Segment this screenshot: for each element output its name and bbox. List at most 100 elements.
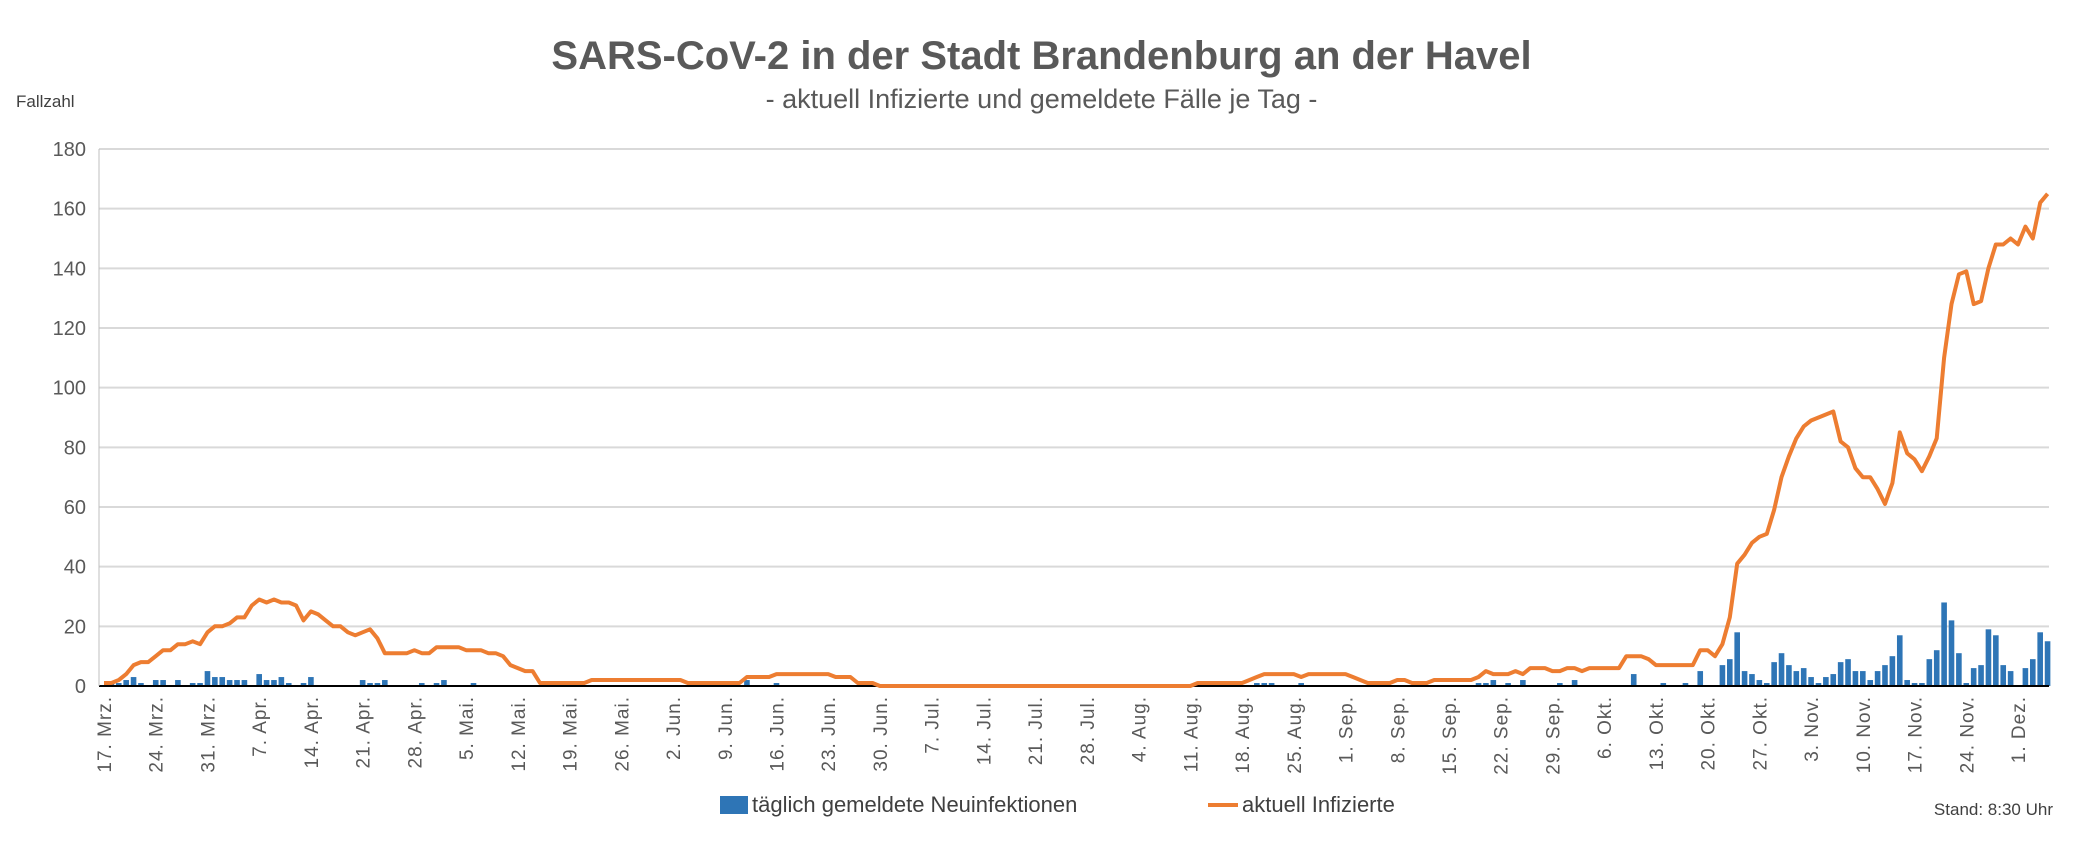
- x-tick-label: 28. Apr.: [405, 696, 426, 768]
- bar: [1734, 632, 1740, 686]
- bar: [1682, 683, 1689, 686]
- bar: [1815, 683, 1822, 686]
- legend-item-neuinfektionen: täglich gemeldete Neuinfektionen: [720, 792, 1077, 818]
- bar: [271, 680, 277, 686]
- y-tick-label: 180: [53, 139, 86, 161]
- bar: [1874, 671, 1881, 686]
- bar: [2007, 671, 2014, 686]
- bar: [359, 680, 366, 686]
- bar: [1630, 674, 1637, 686]
- bar: [1860, 671, 1866, 686]
- bar: [1778, 653, 1785, 686]
- bar: [300, 683, 307, 686]
- bar: [744, 680, 750, 686]
- y-tick-label: 0: [75, 676, 86, 698]
- y-tick-label: 80: [64, 437, 86, 459]
- y-tick-label: 120: [53, 318, 86, 340]
- stand-timestamp: Stand: 8:30 Uhr: [1933, 800, 2053, 819]
- x-tick-label: 7. Apr.: [250, 696, 271, 757]
- bar: [1505, 683, 1511, 686]
- bar: [1571, 680, 1578, 686]
- x-tick-label: 17. Mrz.: [95, 696, 116, 773]
- bar: [1889, 656, 1896, 686]
- bar: [2029, 659, 2036, 686]
- legend-item-infizierte: aktuell Infizierte: [1208, 792, 1395, 818]
- bar: [256, 674, 262, 686]
- x-tick-label: 17. Nov.: [1906, 696, 1927, 773]
- y-tick-label: 40: [64, 557, 86, 579]
- legend-label: aktuell Infizierte: [1242, 792, 1395, 817]
- chart-subtitle: - aktuell Infizierte und gemeldete Fälle…: [765, 84, 1318, 114]
- bar: [1956, 653, 1962, 686]
- bar: [1882, 665, 1888, 686]
- bar: [418, 683, 425, 686]
- bar: [1911, 683, 1918, 686]
- bar: [1808, 677, 1814, 686]
- x-tick-label: 18. Aug.: [1233, 696, 1254, 774]
- bar: [1941, 602, 1947, 686]
- bar: [1490, 680, 1497, 686]
- x-tick-label: 30. Jun.: [871, 696, 892, 772]
- bar: [1933, 650, 1940, 686]
- bar: [1845, 659, 1851, 686]
- bar: [1719, 665, 1726, 686]
- x-tick-label: 5. Mai.: [457, 696, 478, 760]
- x-tick-labels: 17. Mrz. 24. Mrz. 31. Mrz. 7. Apr. 14. Apr. 2…: [95, 696, 2030, 775]
- bar: [189, 683, 196, 686]
- bar: [1771, 662, 1777, 686]
- x-tick-label: 28. Jul.: [1078, 696, 1099, 765]
- y-tick-label: 20: [64, 616, 86, 638]
- bar: [1697, 671, 1704, 686]
- bar: [441, 680, 447, 686]
- x-tick-label: 9. Jun.: [716, 696, 737, 760]
- x-tick-label: 21. Jul.: [1026, 696, 1047, 765]
- x-tick-label: 2. Jun.: [664, 696, 685, 760]
- bar: [123, 680, 129, 686]
- bar: [1867, 680, 1874, 686]
- bar: [152, 680, 159, 686]
- bar: [130, 677, 137, 686]
- x-tick-label: 29. Sep.: [1543, 696, 1564, 775]
- x-tick-label: 7. Jul.: [923, 696, 944, 754]
- y-tick-label: 160: [53, 199, 86, 221]
- bar: [1993, 635, 1999, 686]
- x-tick-label: 27. Okt.: [1750, 696, 1771, 771]
- bar: [1741, 671, 1748, 686]
- bar: [1756, 680, 1763, 686]
- x-tick-label: 10. Nov.: [1854, 696, 1875, 773]
- bar: [204, 671, 211, 686]
- bar: [1830, 674, 1837, 686]
- legend-label: täglich gemeldete Neuinfektionen: [752, 792, 1078, 817]
- chart-title: SARS-CoV-2 in der Stadt Brandenburg an d…: [551, 34, 1532, 78]
- bar: [382, 680, 388, 686]
- y-tick-label: 100: [53, 378, 86, 400]
- bar: [1926, 659, 1933, 686]
- x-tick-label: 21. Apr.: [354, 696, 375, 768]
- bar: [1763, 683, 1770, 686]
- bar: [1660, 683, 1667, 686]
- bar: [1837, 662, 1844, 686]
- bar: [2022, 668, 2029, 686]
- y-axis-label: Fallzahl: [16, 92, 75, 111]
- bar: [1970, 668, 1977, 686]
- bar: [1904, 680, 1910, 686]
- y-tick-label: 60: [64, 497, 86, 519]
- bar: [1823, 677, 1829, 686]
- bar: [1749, 674, 1755, 686]
- bar: [470, 683, 477, 686]
- bar: [1727, 659, 1733, 686]
- bar: [1852, 671, 1859, 686]
- bar: [1948, 620, 1955, 686]
- bar: [241, 680, 248, 686]
- x-tick-label: 26. Mai.: [612, 696, 633, 772]
- x-tick-label: 12. Mai.: [509, 696, 530, 772]
- y-tick-label: 140: [53, 258, 86, 280]
- bar: [1793, 671, 1800, 686]
- bar: [308, 677, 314, 686]
- x-tick-label: 8. Sep.: [1388, 696, 1409, 763]
- bar: [234, 680, 240, 686]
- bar: [197, 683, 203, 686]
- bar: [1557, 683, 1563, 686]
- x-tick-label: 23. Jun.: [819, 696, 840, 772]
